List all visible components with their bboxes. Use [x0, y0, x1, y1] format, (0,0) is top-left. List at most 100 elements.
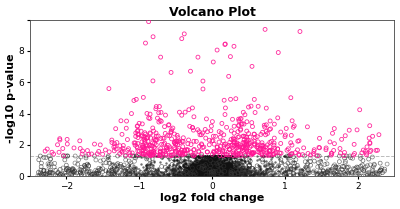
- Point: [218, 170, 224, 173]
- Point: [237, 169, 244, 172]
- Point: [195, 171, 202, 175]
- Point: [223, 126, 230, 129]
- Point: [132, 174, 139, 177]
- Point: [263, 174, 269, 178]
- Point: [201, 174, 208, 178]
- Point: [212, 154, 218, 158]
- Point: [194, 158, 200, 162]
- Point: [212, 166, 218, 169]
- Point: [202, 172, 209, 175]
- Point: [219, 173, 226, 176]
- Point: [146, 158, 153, 162]
- Point: [381, 169, 388, 173]
- Point: [62, 154, 69, 158]
- Point: [185, 173, 192, 177]
- Point: [63, 168, 70, 171]
- Point: [210, 172, 216, 175]
- Point: [194, 173, 200, 176]
- Point: [240, 175, 247, 178]
- Point: [186, 174, 192, 177]
- Point: [217, 171, 223, 174]
- Point: [199, 169, 205, 173]
- Point: [190, 171, 197, 175]
- Point: [222, 165, 228, 169]
- Point: [218, 167, 224, 170]
- Point: [227, 161, 234, 165]
- Point: [206, 169, 212, 172]
- Point: [210, 166, 216, 169]
- Point: [232, 170, 239, 173]
- Point: [206, 171, 212, 174]
- Point: [241, 172, 248, 175]
- Point: [214, 173, 220, 176]
- Point: [196, 165, 202, 169]
- Point: [219, 166, 226, 169]
- Point: [317, 169, 323, 173]
- Point: [204, 169, 210, 173]
- Point: [258, 172, 265, 175]
- Point: [206, 160, 213, 164]
- Point: [214, 156, 221, 159]
- Point: [200, 167, 206, 170]
- Point: [214, 174, 220, 177]
- Point: [195, 171, 202, 175]
- Point: [140, 174, 147, 177]
- Point: [203, 174, 210, 177]
- Point: [196, 174, 203, 178]
- Point: [206, 172, 212, 175]
- Point: [212, 163, 219, 166]
- Point: [221, 150, 228, 153]
- Point: [197, 174, 203, 178]
- Point: [206, 172, 213, 175]
- Point: [290, 172, 296, 175]
- Point: [210, 159, 216, 163]
- Point: [216, 158, 223, 161]
- Point: [258, 152, 264, 155]
- Point: [225, 173, 231, 176]
- Point: [198, 167, 204, 171]
- Point: [211, 171, 217, 174]
- Point: [323, 148, 329, 151]
- Point: [235, 163, 241, 166]
- Point: [262, 168, 269, 171]
- Point: [217, 162, 223, 165]
- Point: [186, 168, 193, 172]
- Point: [228, 169, 235, 172]
- Point: [202, 174, 209, 178]
- Point: [153, 105, 160, 108]
- Point: [153, 168, 159, 172]
- Point: [210, 139, 216, 142]
- Point: [108, 169, 115, 172]
- Point: [154, 138, 160, 142]
- Point: [142, 133, 149, 136]
- Point: [218, 169, 224, 173]
- Point: [175, 172, 181, 175]
- Point: [202, 164, 208, 167]
- Point: [267, 127, 274, 131]
- Point: [152, 167, 158, 171]
- Point: [213, 171, 219, 174]
- Point: [217, 171, 224, 175]
- Point: [220, 174, 227, 177]
- Point: [86, 153, 92, 156]
- Point: [198, 143, 205, 147]
- Point: [238, 174, 245, 177]
- Point: [211, 154, 218, 158]
- Point: [268, 161, 274, 164]
- Point: [210, 172, 216, 176]
- Point: [190, 148, 197, 152]
- Point: [205, 173, 211, 177]
- Point: [208, 171, 215, 175]
- Point: [200, 170, 206, 174]
- Point: [223, 174, 230, 178]
- Point: [245, 173, 252, 176]
- Point: [140, 165, 146, 168]
- Point: [216, 171, 223, 174]
- Point: [216, 164, 223, 167]
- Point: [219, 161, 225, 164]
- Point: [200, 173, 206, 177]
- Point: [221, 170, 227, 173]
- Point: [204, 171, 210, 175]
- Point: [207, 157, 214, 160]
- Point: [203, 172, 209, 176]
